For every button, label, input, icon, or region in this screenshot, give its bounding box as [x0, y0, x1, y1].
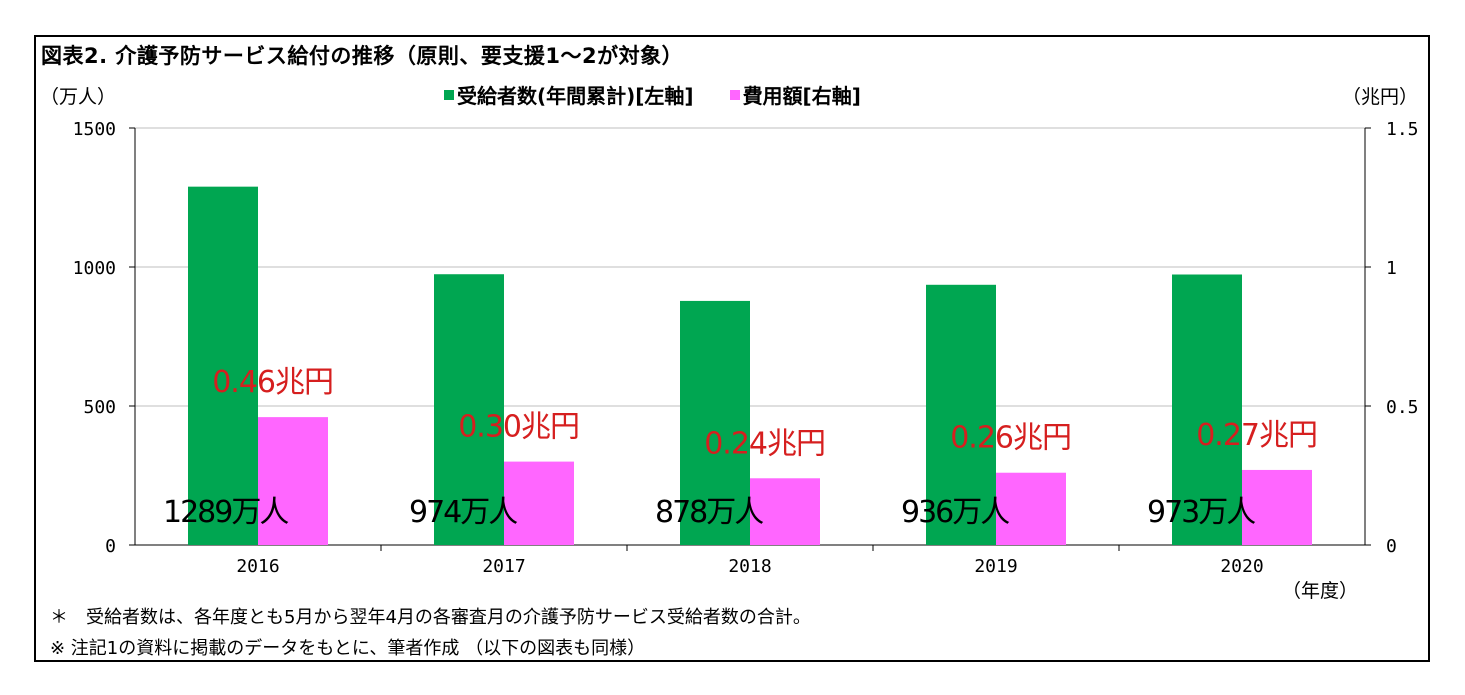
- data-label-recipients-2019: 936万人: [901, 495, 1009, 530]
- data-label-cost-2018: 0.24兆円: [704, 426, 825, 461]
- legend-swatch-recipients: [444, 89, 454, 100]
- bar-cost-2017: [504, 461, 574, 545]
- x-tick-label: 2018: [728, 556, 771, 577]
- bar-cost-2019: [996, 472, 1066, 545]
- right-axis-unit: （兆円）: [1342, 86, 1419, 108]
- bar-recipients-2017: [434, 274, 504, 545]
- right-tick-label: 1.5: [1386, 119, 1419, 140]
- x-tick-label: 2016: [236, 556, 279, 577]
- right-tick-label: 0: [1386, 536, 1397, 557]
- x-tick-label: 2017: [482, 556, 525, 577]
- legend-item-cost: 費用額[右軸]: [729, 80, 861, 109]
- x-tick-label: 2019: [974, 556, 1017, 577]
- footnote-2: ※ 注記1の資料に掲載のデータをもとに、筆者作成 （以下の図表も同様）: [50, 638, 646, 659]
- data-label-recipients-2017: 974万人: [409, 495, 517, 530]
- data-label-cost-2020: 0.27兆円: [1196, 418, 1317, 453]
- x-tick-label: 2020: [1220, 556, 1263, 577]
- left-tick-label: 500: [83, 397, 116, 418]
- bar-cost-2016: [258, 417, 328, 545]
- right-tick-label: 0.5: [1386, 397, 1419, 418]
- legend-swatch-cost: [729, 89, 740, 100]
- data-label-cost-2017: 0.30兆円: [458, 410, 579, 445]
- legend-item-recipients: 受給者数(年間累計)[左軸]: [444, 80, 694, 109]
- bar-recipients-2018: [680, 300, 750, 545]
- left-axis-unit: （万人）: [40, 86, 117, 108]
- bar-recipients-2019: [926, 284, 996, 545]
- legend: 受給者数(年間累計)[左軸] 費用額[右軸]: [444, 80, 861, 109]
- bar-cost-2020: [1242, 469, 1312, 545]
- bar-recipients-2016: [188, 186, 258, 545]
- legend-label-recipients: 受給者数(年間累計)[左軸]: [457, 84, 694, 108]
- left-tick-label: 1000: [73, 258, 116, 279]
- data-label-cost-2019: 0.26兆円: [950, 421, 1071, 456]
- legend-label-cost: 費用額[右軸]: [742, 84, 861, 108]
- footnote-1: ＊ 受給者数は、各年度とも5月から翌年4月の各審査月の介護予防サービス受給者数の…: [50, 607, 811, 628]
- bar-cost-2018: [750, 478, 820, 545]
- data-label-cost-2016: 0.46兆円: [212, 365, 333, 400]
- bar-recipients-2020: [1172, 274, 1242, 545]
- data-label-recipients-2020: 973万人: [1147, 495, 1255, 530]
- x-axis-unit: （年度）: [1282, 580, 1359, 602]
- chart-title: 図表2. 介護予防サービス給付の推移（原則、要支援1～2が対象）: [41, 44, 684, 68]
- left-tick-label: 0: [105, 536, 116, 557]
- data-label-recipients-2018: 878万人: [655, 495, 763, 530]
- left-tick-label: 1500: [73, 119, 116, 140]
- right-tick-label: 1: [1386, 258, 1397, 279]
- data-label-recipients-2016: 1289万人: [163, 495, 288, 530]
